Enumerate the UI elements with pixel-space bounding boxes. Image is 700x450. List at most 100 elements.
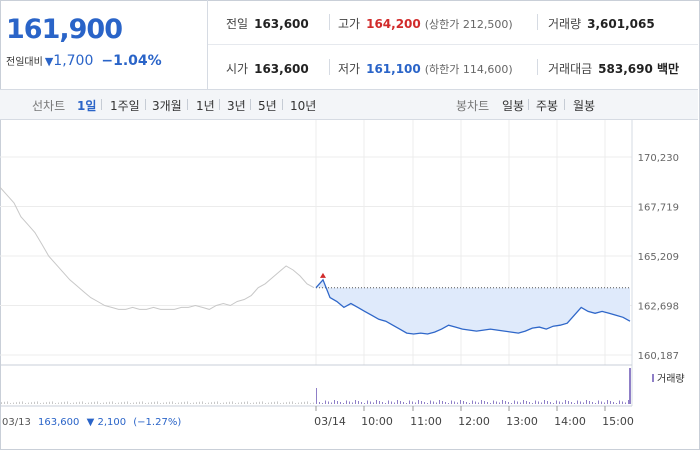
volume-bar xyxy=(64,401,65,404)
line-chart-label: 선차트 xyxy=(32,99,66,113)
tab-3years[interactable]: 3년 xyxy=(227,99,246,113)
volume-bar xyxy=(502,400,503,404)
volume-bar xyxy=(214,401,215,404)
tab-5years[interactable]: 5년 xyxy=(258,99,277,113)
down-triangle-icon: ▼ xyxy=(44,55,54,68)
open-price: 시가 163,600 xyxy=(226,62,309,76)
volume-bar xyxy=(166,402,167,404)
tab-1day[interactable]: 1일 xyxy=(77,99,97,113)
volume-bar xyxy=(421,401,422,404)
volume-bar xyxy=(496,401,497,404)
y-tick-label: 165,209 xyxy=(638,252,679,263)
volume-bar xyxy=(340,402,341,404)
volume-bar xyxy=(268,402,269,404)
volume-bar xyxy=(61,402,62,404)
divider xyxy=(537,59,538,75)
tab-daily-candle[interactable]: 일봉 xyxy=(502,99,525,113)
volume-bar xyxy=(73,402,74,404)
volume-bar xyxy=(7,401,8,404)
volume-bar xyxy=(586,400,587,404)
volume-bar xyxy=(205,403,206,404)
volume-bar xyxy=(337,401,338,404)
volume-bar xyxy=(229,401,230,404)
volume-bar xyxy=(13,402,14,404)
volume-bar xyxy=(610,401,611,404)
y-tick-label: 167,719 xyxy=(638,203,679,214)
volume-bar xyxy=(16,402,17,404)
volume-bar xyxy=(235,403,236,404)
volume-bar xyxy=(448,403,449,404)
volume-bar xyxy=(283,402,284,404)
tab-10years[interactable]: 10년 xyxy=(290,99,317,113)
volume-bar xyxy=(370,401,371,404)
volume-bar xyxy=(442,401,443,404)
x-tick-label: 13:00 xyxy=(506,415,538,428)
volume-bar xyxy=(112,401,113,404)
y-tick-label: 160,187 xyxy=(638,351,679,362)
volume-bar xyxy=(397,400,398,404)
day-high: 고가 164,200 (상한가 212,500) xyxy=(338,17,513,31)
volume-bar xyxy=(556,400,557,404)
volume-bar xyxy=(629,368,631,404)
volume-bar xyxy=(103,402,104,404)
volume-bar xyxy=(172,401,173,404)
tab-3months[interactable]: 3개월 xyxy=(152,99,182,113)
volume-bar xyxy=(622,401,623,404)
volume-bar xyxy=(331,402,332,404)
volume-bar xyxy=(364,403,365,404)
volume-bar xyxy=(58,402,59,404)
volume-bar xyxy=(259,401,260,404)
volume-bar xyxy=(19,401,20,404)
x-tick-label: 10:00 xyxy=(361,415,393,428)
x-axis-labels: 03/14 10:00 11:00 12:00 13:00 14:00 15:00 xyxy=(314,406,634,428)
volume-bar xyxy=(526,401,527,404)
volume-bar xyxy=(298,402,299,404)
volume-bar xyxy=(604,402,605,404)
high-marker-icon xyxy=(319,272,326,278)
volume-bar xyxy=(520,402,521,404)
volume-bars xyxy=(1,368,631,404)
volume-bar xyxy=(529,402,530,404)
volume-bar xyxy=(349,401,350,404)
tab-monthly-candle[interactable]: 월봉 xyxy=(573,99,596,113)
volume-bar xyxy=(451,400,452,404)
volume-bar xyxy=(256,402,257,404)
volume-bar xyxy=(319,402,320,404)
volume-bar xyxy=(301,402,302,404)
volume-bar xyxy=(550,402,551,404)
volume-bar xyxy=(181,402,182,404)
volume-bar xyxy=(487,402,488,404)
day-low: 저가 161,100 (하한가 114,600) xyxy=(338,62,513,76)
volume-bar xyxy=(4,401,5,404)
volume-bar xyxy=(136,402,137,404)
volume-bar xyxy=(199,401,200,404)
volume-legend-swatch xyxy=(652,374,654,382)
volume-bar xyxy=(121,402,122,404)
tab-weekly-candle[interactable]: 주봉 xyxy=(536,99,559,113)
volume-bar xyxy=(196,402,197,404)
volume-bar xyxy=(400,401,401,404)
volume-bar xyxy=(253,402,254,404)
volume-bar xyxy=(385,403,386,404)
volume-bar xyxy=(568,401,569,404)
volume-bar xyxy=(52,401,53,404)
volume-bar xyxy=(346,400,347,404)
volume-bar xyxy=(118,402,119,404)
volume-bar xyxy=(169,401,170,404)
volume-bar xyxy=(574,403,575,404)
volume-bar xyxy=(274,401,275,404)
volume-bar xyxy=(109,401,110,404)
volume-bar xyxy=(436,402,437,404)
volume-bar xyxy=(535,400,536,404)
volume-bar xyxy=(244,401,245,404)
volume-bar xyxy=(376,400,377,404)
trade-amount: 거래대금 583,690 백만 xyxy=(548,62,680,76)
tab-1week[interactable]: 1주일 xyxy=(110,99,140,113)
volume-bar xyxy=(322,403,323,404)
volume-bar xyxy=(211,402,212,404)
y-tick-label: 170,230 xyxy=(638,153,679,164)
tab-1year[interactable]: 1년 xyxy=(196,99,215,113)
volume-bar xyxy=(304,401,305,404)
current-price: 161,900 xyxy=(6,14,123,45)
